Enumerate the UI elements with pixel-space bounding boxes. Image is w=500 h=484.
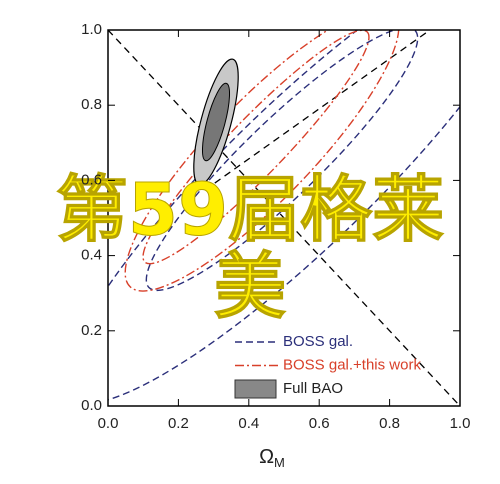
reference-line bbox=[108, 30, 460, 406]
x-label-sub: M bbox=[274, 455, 285, 470]
y-tick-label: 0.0 bbox=[81, 397, 102, 414]
plot-frame bbox=[107, 29, 461, 407]
legend-label: BOSS gal.+this work bbox=[283, 356, 421, 373]
overlay-text: 美 bbox=[214, 245, 286, 329]
legend-label: Full BAO bbox=[283, 380, 343, 397]
x-tick-label: 0.2 bbox=[168, 415, 189, 432]
x-label: Ω bbox=[259, 446, 274, 468]
x-axis-label: ΩM bbox=[259, 446, 285, 470]
x-tick-label: 1.0 bbox=[450, 415, 471, 432]
contour-inner bbox=[142, 30, 370, 265]
y-tick-label: 0.6 bbox=[81, 171, 102, 188]
legend-label: BOSS gal. bbox=[283, 333, 353, 350]
legend-swatch bbox=[234, 379, 277, 399]
reference-line bbox=[204, 30, 431, 191]
contour-outer bbox=[108, 30, 460, 404]
y-tick-label: 0.2 bbox=[81, 322, 102, 339]
y-tick-label: 0.8 bbox=[81, 96, 102, 113]
x-tick-label: 0.0 bbox=[98, 415, 119, 432]
x-tick-label: 0.4 bbox=[238, 415, 259, 432]
x-tick-label: 0.6 bbox=[309, 415, 330, 432]
contour-inner bbox=[201, 82, 231, 162]
legend: BOSS gal. BOSS gal.+this work Full BAO bbox=[234, 333, 421, 399]
overlay-text: 第59届格莱 bbox=[56, 168, 444, 252]
y-tick-label: 0.4 bbox=[81, 247, 102, 264]
x-tick-label: 0.8 bbox=[379, 415, 400, 432]
y-tick-label: 1.0 bbox=[81, 21, 102, 38]
